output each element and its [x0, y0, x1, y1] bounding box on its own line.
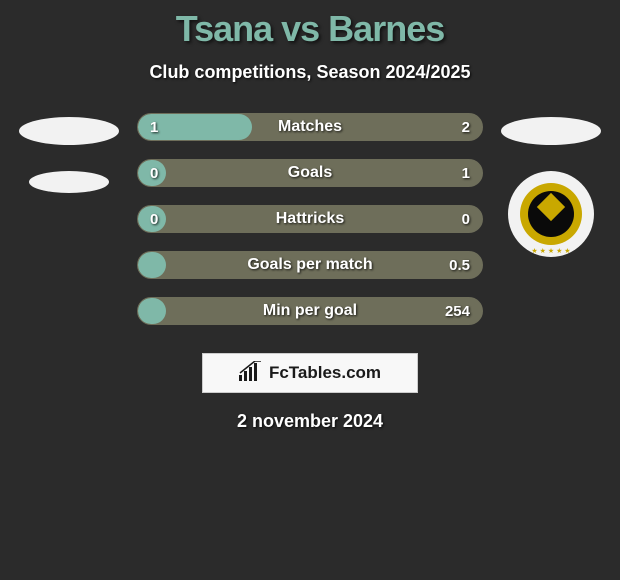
stat-right-value: 254: [445, 303, 470, 320]
stat-label: Matches: [278, 118, 342, 136]
team2-crest-icon: ★ ★ ★ ★ ★: [508, 171, 594, 257]
stat-right-value: 1: [462, 165, 470, 182]
main-row: 1 Matches 2 0 Goals 1 0 Hattricks 0 Goal…: [0, 113, 620, 343]
stat-left-value: 0: [150, 165, 158, 182]
bars-chart-icon: [239, 361, 263, 386]
left-team-badges: [19, 113, 119, 193]
right-team-badges: ★ ★ ★ ★ ★: [501, 113, 601, 257]
page-title: Tsana vs Barnes: [0, 8, 620, 50]
subtitle: Club competitions, Season 2024/2025: [0, 62, 620, 83]
team2-badge-icon: [501, 117, 601, 145]
team1-badge-icon: [19, 117, 119, 145]
brand-text: FcTables.com: [269, 363, 381, 383]
stat-fill: [138, 252, 166, 278]
stat-right-value: 0: [462, 211, 470, 228]
stat-fill: [138, 298, 166, 324]
comparison-widget: Tsana vs Barnes Club competitions, Seaso…: [0, 0, 620, 432]
team1-alt-badge-icon: [29, 171, 109, 193]
stat-bar-min-per-goal: Min per goal 254: [137, 297, 483, 325]
stat-bar-goals-per-match: Goals per match 0.5: [137, 251, 483, 279]
stat-label: Min per goal: [263, 302, 357, 320]
brand-link[interactable]: FcTables.com: [202, 353, 418, 393]
stat-left-value: 0: [150, 211, 158, 228]
crest-diamond-icon: [537, 193, 565, 221]
stat-label: Goals per match: [247, 256, 372, 274]
stat-label: Hattricks: [276, 210, 344, 228]
stat-right-value: 2: [462, 119, 470, 136]
crest-stars-icon: ★ ★ ★ ★ ★: [531, 247, 570, 255]
stat-bar-hattricks: 0 Hattricks 0: [137, 205, 483, 233]
crest-inner-icon: [520, 183, 582, 245]
stat-bar-goals: 0 Goals 1: [137, 159, 483, 187]
stat-label: Goals: [288, 164, 332, 182]
stat-bar-matches: 1 Matches 2: [137, 113, 483, 141]
stats-bars: 1 Matches 2 0 Goals 1 0 Hattricks 0 Goal…: [137, 113, 483, 343]
stat-left-value: 1: [150, 119, 158, 136]
date-text: 2 november 2024: [0, 411, 620, 432]
stat-right-value: 0.5: [449, 257, 470, 274]
